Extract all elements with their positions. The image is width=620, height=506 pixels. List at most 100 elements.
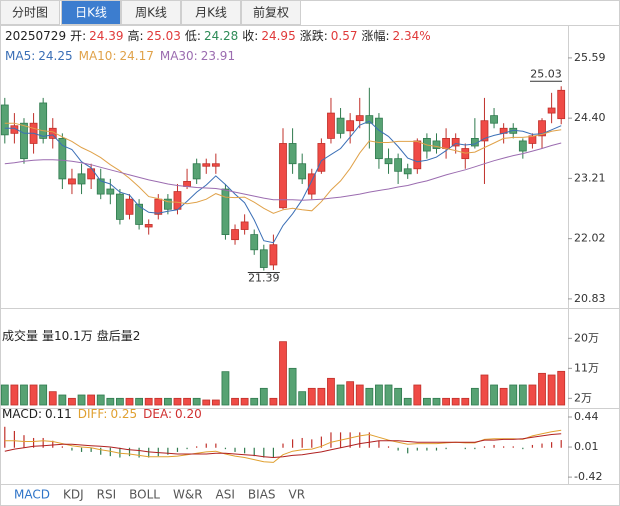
volume-bar bbox=[259, 387, 268, 406]
indicator-tab[interactable]: MACD bbox=[14, 488, 50, 502]
tab-label[interactable]: 分时图 bbox=[12, 6, 48, 20]
indicator-tab[interactable]: BIAS bbox=[248, 488, 276, 502]
volume-bar bbox=[183, 397, 191, 406]
y-tick-label: 2万 bbox=[574, 391, 592, 404]
y-tick-label: 25.59 bbox=[574, 51, 606, 64]
tab-label[interactable]: 日K线 bbox=[75, 6, 107, 20]
tab-label[interactable]: 前复权 bbox=[253, 5, 289, 20]
ma-line bbox=[4, 122, 562, 214]
ma-legend-value: 24.17 bbox=[119, 49, 153, 63]
tab[interactable] bbox=[0, 0, 60, 25]
quote-value: 24.39 bbox=[89, 29, 123, 43]
macd-legend-value: 0.25 bbox=[110, 407, 137, 421]
volume-bar bbox=[413, 384, 422, 406]
candle-body bbox=[307, 173, 316, 195]
volume-bar bbox=[240, 397, 249, 406]
indicator-tab[interactable]: W&R bbox=[173, 488, 203, 502]
candle-body bbox=[557, 89, 566, 120]
volume-bar bbox=[163, 397, 172, 406]
candle-body bbox=[451, 138, 460, 147]
quote-label: 低: bbox=[185, 29, 201, 43]
quote-label: 收: bbox=[242, 29, 258, 43]
volume-bar bbox=[451, 397, 460, 406]
volume-bar bbox=[557, 370, 566, 406]
volume-bar bbox=[116, 397, 124, 406]
volume-bar bbox=[192, 397, 201, 406]
volume-bar bbox=[221, 371, 230, 406]
macd-legend-value: 0.11 bbox=[45, 407, 72, 421]
candle-body bbox=[240, 221, 249, 230]
volume-bar bbox=[509, 384, 518, 406]
volume-bar bbox=[77, 394, 86, 406]
y-tick-label: 24.40 bbox=[574, 111, 606, 124]
quote-value: 24.28 bbox=[204, 29, 238, 43]
tab-label[interactable]: 月K线 bbox=[195, 6, 227, 20]
candle-body bbox=[144, 224, 153, 228]
volume-bar bbox=[490, 384, 498, 406]
indicator-tab[interactable]: KDJ bbox=[63, 488, 84, 502]
volume-bar bbox=[499, 387, 508, 406]
tab[interactable] bbox=[61, 0, 121, 25]
volume-bar bbox=[461, 397, 470, 406]
candle-body bbox=[135, 203, 144, 225]
y-tick-label: 20.83 bbox=[574, 292, 606, 305]
candle-body bbox=[413, 140, 422, 170]
candle-body bbox=[518, 140, 527, 152]
candle-body bbox=[106, 188, 115, 195]
candle-body bbox=[231, 229, 239, 241]
candle-body bbox=[68, 178, 76, 185]
volume-bar bbox=[173, 397, 182, 406]
candle-body bbox=[173, 191, 182, 210]
candle-body bbox=[269, 244, 278, 266]
candle-body bbox=[317, 143, 326, 172]
indicator-tab[interactable]: BOLL bbox=[129, 488, 160, 502]
candle-body bbox=[355, 115, 364, 122]
volume-bar bbox=[375, 384, 383, 406]
macd-legend: MACD: 0.11 DIFF: 0.25 DEA: 0.20 bbox=[2, 407, 202, 421]
volume-bar bbox=[547, 374, 556, 406]
volume-bar bbox=[442, 397, 450, 406]
volume-bar bbox=[346, 381, 355, 406]
quote-value: 25.03 bbox=[147, 29, 181, 43]
volume-bar bbox=[538, 372, 546, 406]
macd-legend-value: 0.20 bbox=[175, 407, 202, 421]
volume-bar bbox=[29, 384, 38, 406]
indicator-tab[interactable]: ASI bbox=[216, 488, 235, 502]
quote-label: 涨幅: bbox=[361, 28, 389, 43]
candle-body bbox=[432, 140, 441, 149]
volume-bar bbox=[518, 384, 527, 406]
quote-value: 0.57 bbox=[331, 29, 358, 43]
ma-legend-label: MA5: bbox=[5, 49, 35, 63]
candle-body bbox=[192, 163, 201, 180]
volume-bar bbox=[96, 394, 105, 406]
volume-bar bbox=[307, 387, 316, 406]
candle-body bbox=[87, 168, 96, 180]
volume-bar bbox=[317, 387, 326, 406]
tab[interactable] bbox=[181, 0, 241, 25]
quote-label: 高: bbox=[127, 28, 143, 43]
candle-body bbox=[0, 104, 9, 136]
volume-bar bbox=[279, 341, 287, 406]
volume-bar bbox=[20, 384, 28, 406]
indicator-tab[interactable]: RSI bbox=[97, 488, 117, 502]
y-tick-label: 23.21 bbox=[574, 171, 606, 184]
volume-bar bbox=[10, 384, 19, 406]
volume-bar bbox=[0, 384, 9, 406]
volume-bar bbox=[394, 387, 403, 406]
volume-bar bbox=[403, 397, 412, 406]
volume-info: 量10.1万 bbox=[42, 329, 93, 343]
tab-label[interactable]: 周K线 bbox=[135, 6, 167, 20]
quote-header: 20250729 开: 24.39 高: 25.03 低: 24.28 收: 24.95 涨跌: 0… bbox=[5, 28, 431, 43]
macd-legend-label: DEA: bbox=[143, 407, 172, 421]
tab[interactable] bbox=[121, 0, 181, 25]
candle-body bbox=[202, 163, 211, 167]
candle-body bbox=[288, 143, 297, 165]
volume-bar bbox=[432, 397, 441, 406]
candle-body bbox=[384, 158, 393, 165]
indicator-tab[interactable]: VR bbox=[289, 488, 306, 502]
macd-legend-label: MACD: bbox=[2, 407, 42, 421]
tab[interactable] bbox=[241, 0, 301, 25]
volume-title: 成交量 量10.1万 盘后量2 bbox=[2, 328, 140, 343]
quote-value: 2.34% bbox=[393, 29, 431, 43]
